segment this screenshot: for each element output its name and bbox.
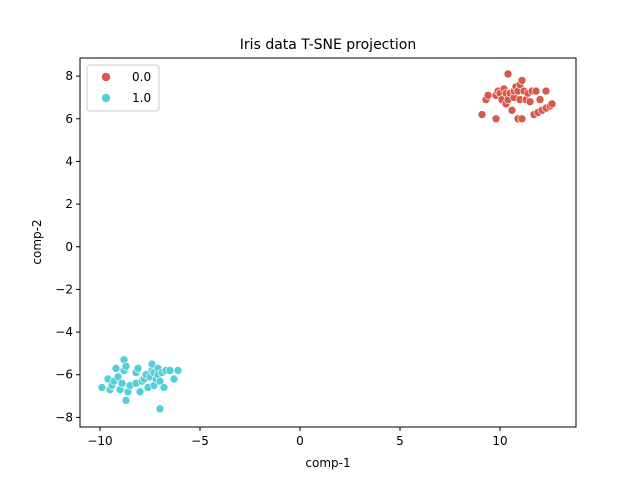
x-tick-label-3: 5 [396, 434, 404, 448]
point-series-1-38 [173, 366, 183, 375]
point-series-0-30 [531, 86, 541, 96]
y-tick-label-1: −6 [55, 368, 73, 382]
point-series-1-5 [111, 364, 121, 373]
point-series-0-22 [517, 76, 527, 85]
legend-marker-0 [101, 72, 111, 82]
point-series-0-32 [535, 95, 545, 104]
y-tick-label-4: 0 [65, 240, 73, 254]
point-series-0-11 [503, 69, 513, 79]
point-series-1-31 [155, 404, 165, 414]
legend: 0.0 1.0 [86, 64, 160, 112]
x-axis-label: comp-1 [305, 456, 350, 470]
y-tick-label-6: 4 [65, 154, 73, 168]
legend-label-0: 0.0 [132, 70, 151, 84]
y-tick-label-5: 2 [65, 197, 73, 211]
chart-title: Iris data T-SNE projection [240, 37, 416, 53]
point-series-1-34 [159, 383, 169, 392]
point-series-1-8 [117, 378, 127, 388]
point-series-0-3 [491, 114, 501, 124]
point-series-1-25 [147, 359, 157, 369]
y-tick-label-0: −8 [55, 410, 73, 424]
y-axis-label: comp-2 [30, 219, 44, 264]
data-points [97, 69, 557, 414]
point-series-1-6 [113, 372, 123, 382]
point-series-0-2 [483, 91, 493, 100]
point-series-0-27 [525, 97, 535, 107]
point-series-1-0 [97, 383, 107, 392]
y-tick-label-7: 6 [65, 112, 73, 126]
point-series-1-32 [155, 376, 165, 386]
point-series-1-17 [133, 364, 143, 373]
point-series-1-36 [165, 366, 175, 375]
legend-marker-1 [101, 93, 111, 103]
point-series-0-14 [507, 105, 517, 115]
point-series-0-23 [517, 114, 527, 124]
point-series-1-37 [169, 374, 179, 384]
point-series-1-11 [121, 361, 131, 371]
y-tick-label-3: −2 [55, 282, 73, 296]
y-axis-ticks: −8 −6 −4 −2 0 2 4 6 8 [55, 69, 80, 424]
y-tick-label-8: 8 [65, 69, 73, 83]
point-series-1-18 [135, 387, 145, 397]
point-series-0-34 [541, 86, 551, 96]
point-series-0-37 [547, 99, 557, 109]
plot-frame [79, 57, 577, 428]
y-tick-label-2: −4 [55, 325, 73, 339]
x-tick-label-4: 10 [492, 434, 507, 448]
point-series-0-0 [477, 110, 487, 119]
legend-label-1: 1.0 [132, 91, 151, 105]
x-tick-label-2: 0 [296, 434, 304, 448]
point-series-1-12 [121, 396, 131, 405]
x-tick-label-1: −5 [191, 434, 209, 448]
x-axis-ticks: −10 −5 0 5 10 [87, 427, 508, 448]
x-tick-label-0: −10 [87, 434, 112, 448]
